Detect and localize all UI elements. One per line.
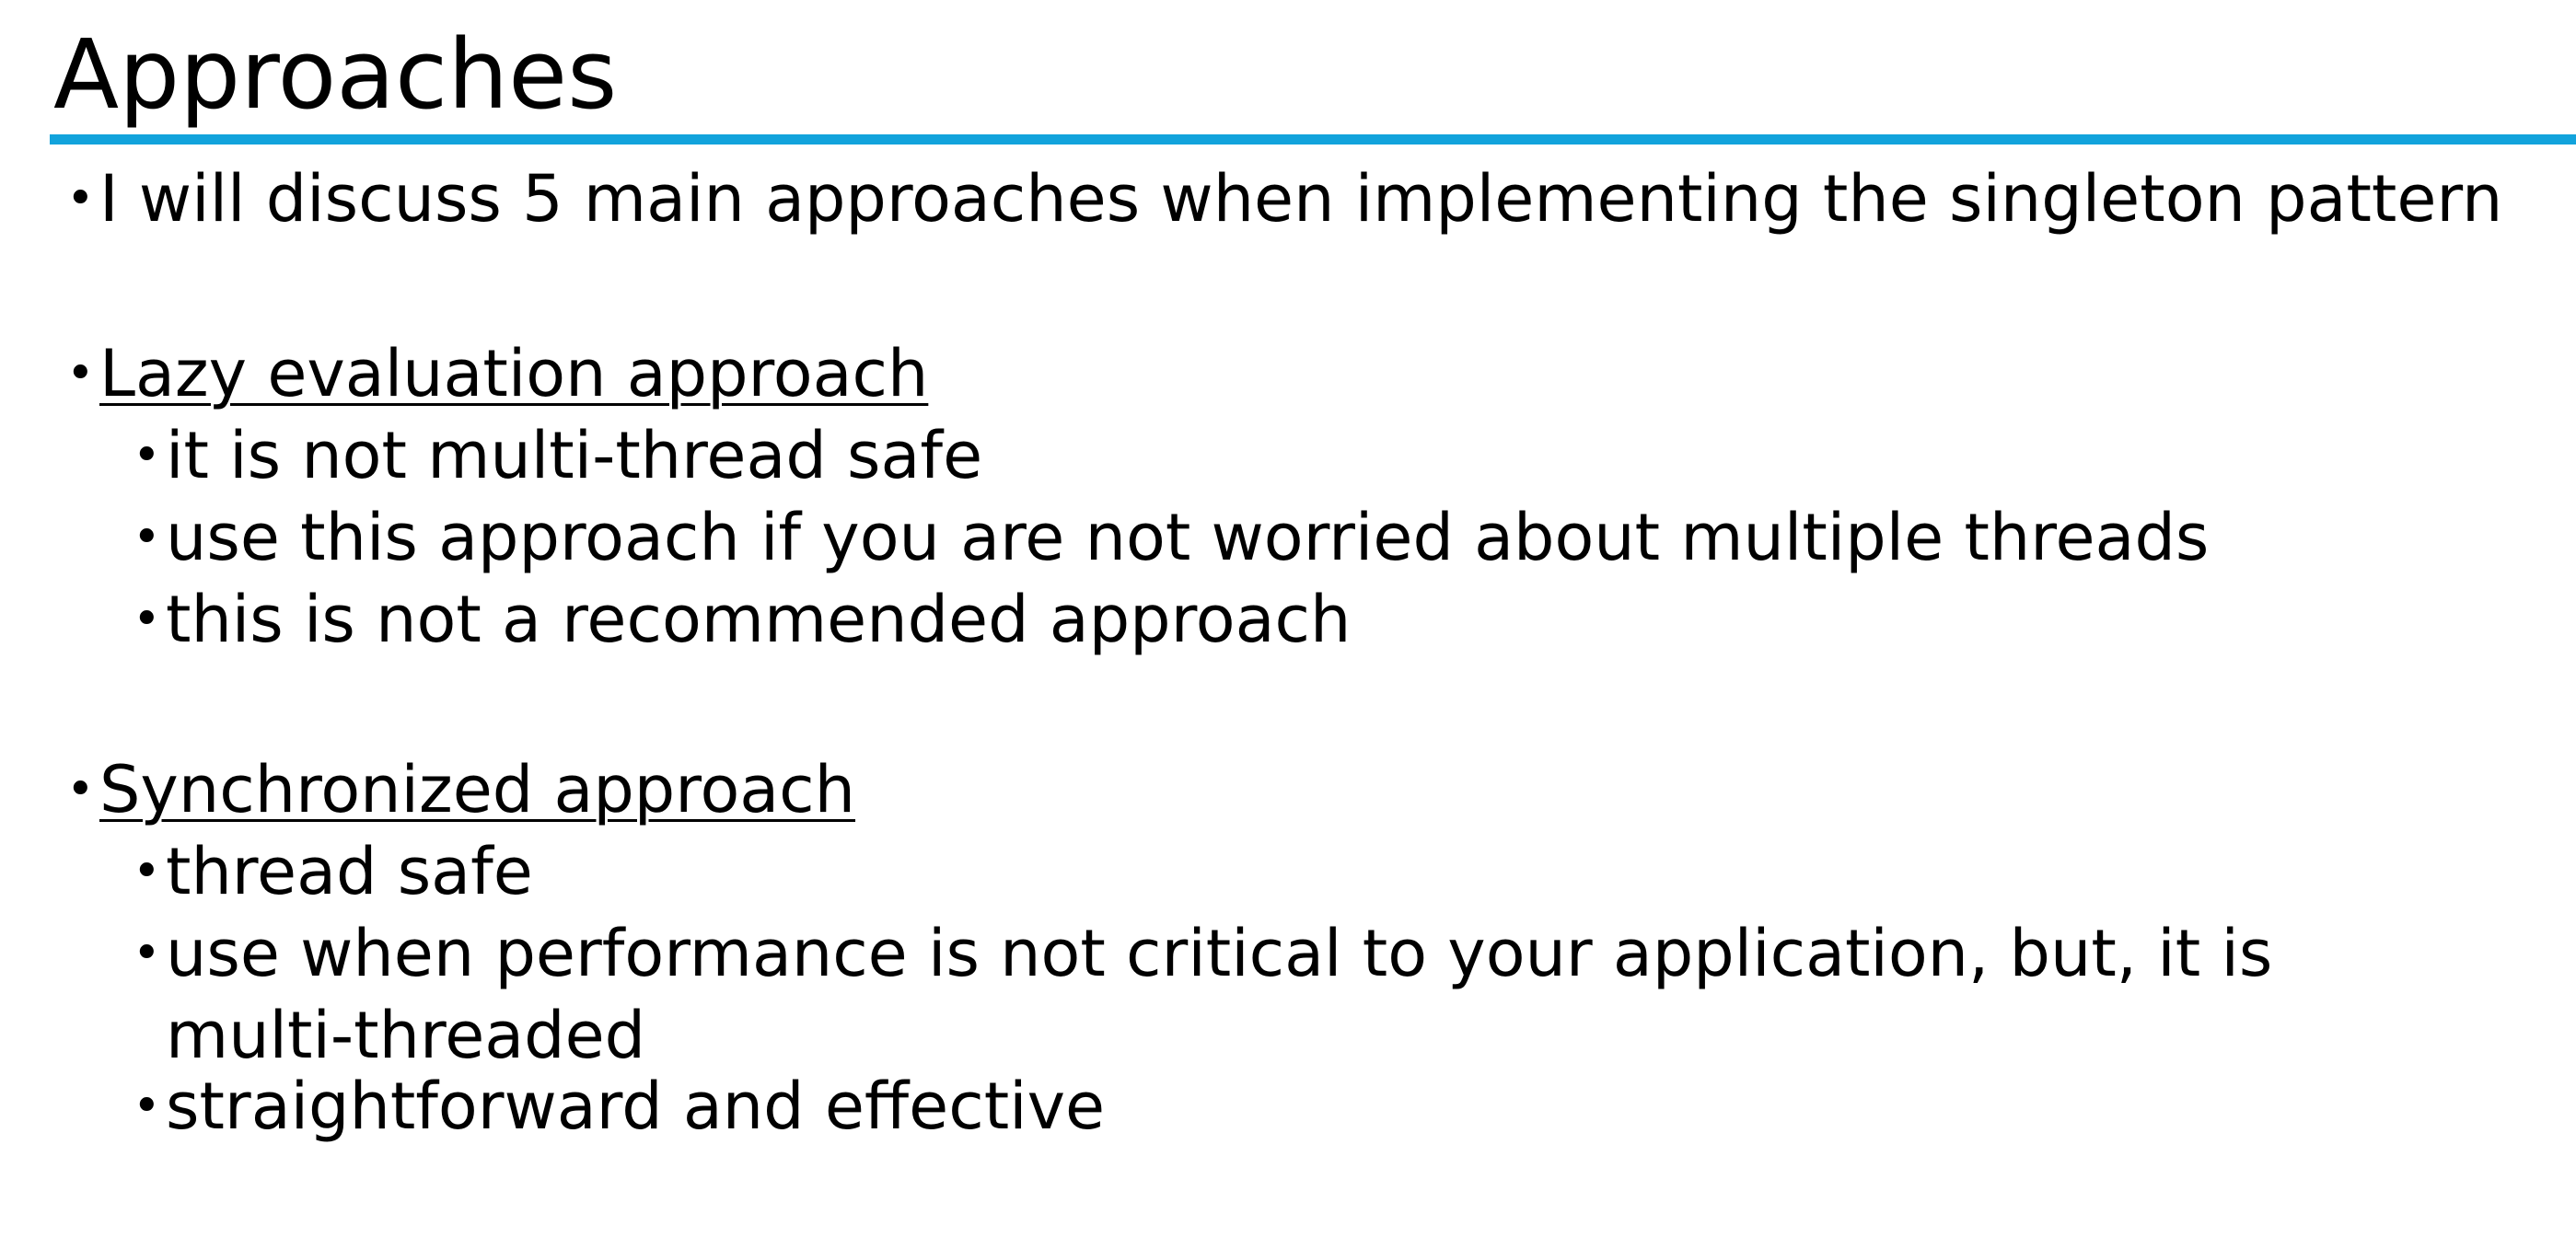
list-item-text: straightforward and effective — [166, 1069, 1106, 1144]
bullet-icon: • — [66, 171, 95, 226]
list-item-text: thread safe — [166, 834, 533, 909]
bullet-icon: • — [66, 762, 95, 817]
list-item-text: use when performance is not critical to … — [166, 916, 2273, 1073]
bullet-icon: • — [133, 926, 161, 981]
list-item-text: use this approach if you are not worried… — [166, 500, 2210, 575]
bullet-icon: • — [133, 1079, 161, 1134]
bullet-icon: • — [133, 592, 161, 647]
bullet-icon: • — [133, 510, 161, 565]
title-underline-rule — [50, 134, 2576, 145]
bullet-icon: • — [66, 346, 95, 401]
slide-title: Approaches — [53, 18, 618, 131]
list-item-text: this is not a recommended approach — [166, 582, 1352, 657]
intro-text: I will discuss 5 main approaches when im… — [99, 161, 2503, 237]
bullet-icon: • — [133, 844, 161, 899]
list-item-text: it is not multi-thread safe — [166, 418, 983, 493]
bullet-icon: • — [133, 428, 161, 483]
section-heading-text: Lazy evaluation approach — [99, 336, 929, 411]
section-heading-text: Synchronized approach — [99, 752, 856, 827]
